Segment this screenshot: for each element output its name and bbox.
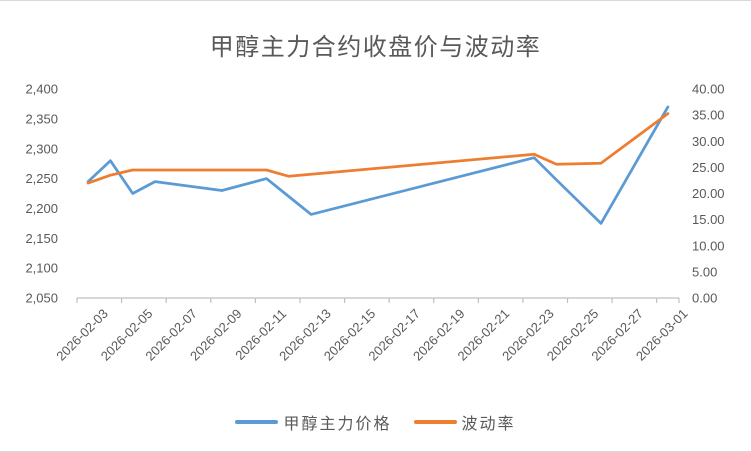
legend-label-volatility: 波动率 [461, 416, 516, 433]
svg-text:2,050: 2,050 [25, 291, 58, 306]
svg-text:2,350: 2,350 [25, 111, 58, 126]
svg-text:0.00: 0.00 [692, 291, 717, 306]
svg-text:2,200: 2,200 [25, 201, 58, 216]
legend-item-price: 甲醇主力价格 [235, 410, 391, 434]
svg-text:35.00: 35.00 [692, 108, 725, 123]
svg-text:2,300: 2,300 [25, 141, 58, 156]
legend-label-price: 甲醇主力价格 [283, 416, 392, 433]
svg-text:2,250: 2,250 [25, 171, 58, 186]
svg-text:15.00: 15.00 [692, 212, 725, 227]
svg-text:30.00: 30.00 [692, 134, 725, 149]
svg-text:2,100: 2,100 [25, 261, 58, 276]
svg-text:2,400: 2,400 [25, 82, 58, 97]
legend: 甲醇主力价格 波动率 [0, 410, 751, 434]
svg-text:40.00: 40.00 [692, 82, 725, 97]
chart-title: 甲醇主力合约收盘价与波动率 [209, 33, 542, 61]
legend-item-volatility: 波动率 [413, 410, 516, 434]
svg-text:25.00: 25.00 [692, 160, 725, 175]
svg-text:20.00: 20.00 [692, 186, 725, 201]
svg-text:2,150: 2,150 [25, 231, 58, 246]
svg-text:10.00: 10.00 [692, 238, 725, 253]
price-line-swatch-icon [235, 420, 279, 424]
svg-text:5.00: 5.00 [692, 264, 717, 279]
volatility-line-swatch-icon [413, 420, 457, 424]
